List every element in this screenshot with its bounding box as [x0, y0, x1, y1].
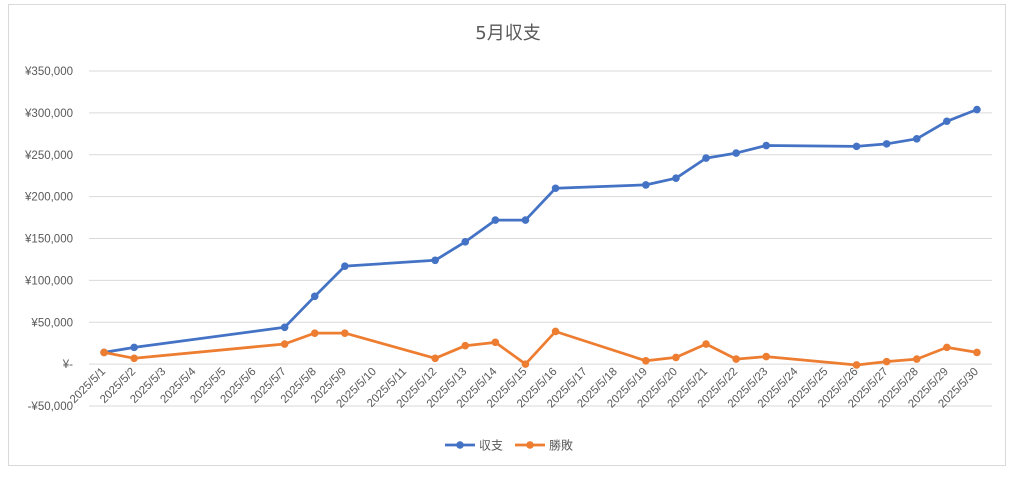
y-tick-label: ¥50,000 — [30, 317, 73, 329]
y-tick-label: ¥150,000 — [24, 234, 73, 246]
legend-point-marker — [456, 441, 464, 449]
data-point — [762, 352, 771, 361]
chart-area: 5月収支 ¥350,000 ¥300,000 ¥250,000 ¥200,000 ¥15… — [8, 4, 1006, 466]
data-point — [280, 340, 289, 348]
legend-item-1[interactable]: 収支 — [445, 439, 503, 453]
data-point — [943, 343, 951, 352]
data-point — [130, 343, 138, 352]
y-tick-label: ¥250,000 — [24, 150, 73, 162]
data-point — [973, 105, 981, 114]
data-point — [702, 340, 710, 348]
y-tick-label: ¥200,000 — [24, 192, 73, 204]
chart-title: 5月収支 — [475, 23, 540, 44]
data-point — [672, 174, 680, 182]
data-point — [642, 181, 650, 189]
data-point — [852, 361, 861, 369]
gridlines — [89, 70, 992, 407]
data-point — [491, 216, 500, 224]
data-point — [943, 117, 951, 126]
data-point — [130, 354, 138, 363]
data-point — [672, 353, 680, 362]
data-point — [882, 140, 891, 148]
data-point — [100, 348, 108, 357]
line-chart: 5月収支 ¥350,000 ¥300,000 ¥250,000 ¥200,000 ¥15… — [24, 23, 992, 453]
data-point — [280, 323, 289, 332]
data-point — [973, 348, 981, 357]
legend-point-marker — [526, 441, 534, 449]
legend[interactable]: 収支 勝敗 — [445, 438, 573, 453]
data-point — [912, 355, 921, 363]
data-point — [341, 262, 349, 270]
data-point — [491, 338, 500, 347]
data-point — [431, 256, 439, 265]
data-point — [461, 238, 470, 246]
x-axis-ticks: 2025/5/12025/5/22025/5/32025/5/42025/5/5… — [68, 365, 981, 410]
data-point — [642, 356, 650, 365]
data-point — [431, 354, 439, 363]
legend-label: 勝敗 — [549, 438, 573, 453]
data-point — [521, 360, 530, 368]
data-point — [461, 341, 470, 350]
data-point — [762, 141, 771, 150]
data-point — [732, 149, 740, 157]
legend-label: 収支 — [479, 439, 503, 453]
y-tick-label: ¥- — [62, 359, 73, 371]
data-point — [912, 135, 921, 143]
y-tick-label: -¥50,000 — [28, 401, 73, 413]
data-point — [310, 292, 319, 301]
data-point — [852, 142, 861, 151]
data-point — [732, 355, 740, 363]
data-point — [521, 216, 530, 224]
data-point — [551, 327, 560, 336]
data-point — [702, 154, 710, 162]
data-point — [882, 357, 891, 366]
y-tick-label: ¥100,000 — [24, 275, 73, 287]
series-line-1 — [102, 108, 979, 354]
data-point — [551, 184, 560, 193]
legend-item-2[interactable]: 勝敗 — [515, 438, 573, 453]
data-point — [310, 329, 319, 337]
y-axis-ticks: ¥350,000 ¥300,000 ¥250,000 ¥200,000 ¥150,000… — [24, 66, 73, 413]
y-tick-label: ¥300,000 — [24, 108, 73, 120]
y-tick-label: ¥350,000 — [24, 66, 73, 78]
series-line-2 — [102, 330, 979, 367]
series-lines — [100, 105, 981, 369]
data-point — [341, 329, 349, 337]
